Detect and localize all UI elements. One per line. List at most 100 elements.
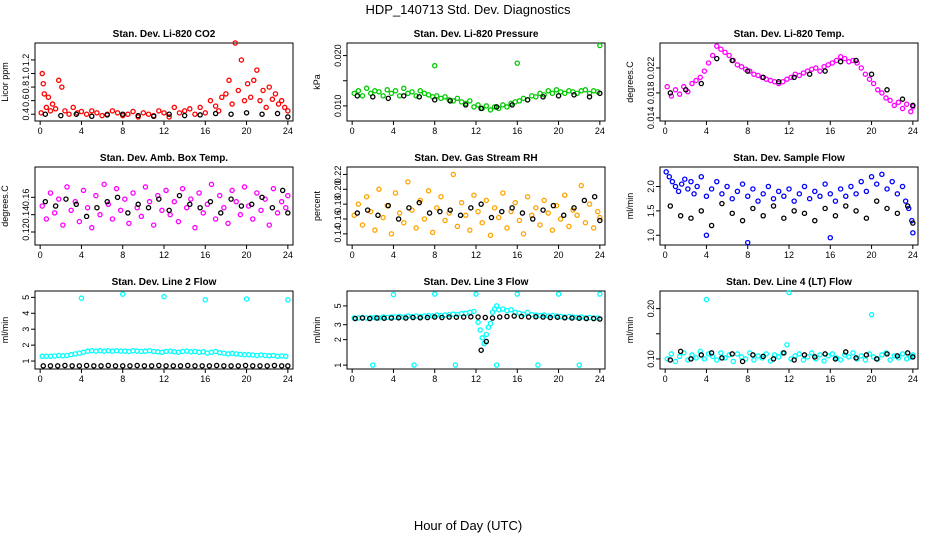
x-tick-label: 0 [38,126,43,136]
data-point [832,198,839,204]
data-point [664,83,670,90]
data-point [274,110,281,117]
data-point [883,350,889,356]
data-point [354,210,361,216]
data-point [254,190,260,196]
series-1 [664,43,916,115]
data-point [238,57,245,63]
data-point [739,358,746,365]
data-point [70,104,76,111]
data-point [80,187,87,194]
data-point [829,351,836,357]
data-point [130,108,136,115]
data-point [672,87,679,93]
panel-title: Stan. Dev. Sample Flow [733,153,845,164]
y-tick-label: 4 [21,311,31,316]
series-1 [38,40,291,120]
y-tick-label: 0.12 [21,223,31,241]
data-point [221,363,227,369]
x-tick-label: 4 [391,126,396,136]
y-tick-label: 0.20 [646,300,656,318]
data-point [667,203,674,209]
data-point [853,208,859,214]
data-point [812,217,818,224]
y-axis-label: degrees.C [625,61,635,103]
data-point [270,185,277,192]
data-point [884,205,890,212]
data-point [232,40,238,46]
y-tick-label: 0.20 [333,181,343,199]
data-point [866,351,873,357]
data-point [709,52,716,59]
data-point [359,222,366,228]
data-point [518,313,525,320]
data-point [682,176,688,182]
data-point [504,313,510,320]
data-point [258,207,264,214]
data-point [509,205,515,211]
data-point [801,183,808,190]
data-point [187,106,193,112]
data-point [726,352,732,358]
data-point [91,363,97,369]
x-tick-label: 12 [159,126,169,136]
data-point [858,178,864,185]
x-tick-label: 24 [595,374,605,384]
data-point [903,356,910,362]
data-point [482,314,489,321]
data-point [889,178,895,185]
data-point [571,92,577,98]
data-point [765,183,772,190]
data-point [370,362,376,368]
data-point [806,195,813,202]
data-point [829,60,836,66]
data-point [264,363,270,369]
data-point [39,70,45,77]
data-point [119,291,126,297]
data-point [229,101,235,107]
data-point [750,186,756,192]
data-point [562,192,568,198]
data-point [729,210,735,217]
data-point [142,184,149,190]
data-point [899,105,906,112]
data-point [739,217,746,224]
x-tick-label: 8 [745,126,750,136]
x-tick-label: 8 [120,250,125,260]
data-point [703,193,710,199]
data-point [259,111,265,117]
x-tick-label: 12 [471,126,481,136]
data-point [533,205,539,211]
x-tick-label: 20 [242,374,252,384]
data-point [62,362,68,369]
data-point [475,314,481,320]
data-point [60,222,66,228]
x-tick-label: 24 [595,250,605,260]
y-tick-label: 2 [21,343,31,348]
data-point [894,353,901,359]
data-point [431,97,438,103]
data-point [910,102,916,109]
data-point [426,210,433,216]
data-point [554,314,561,320]
data-point [99,112,105,119]
data-point [363,193,370,200]
data-point [76,363,83,369]
data-point [571,205,577,211]
data-point [863,352,870,358]
series-2 [667,55,916,109]
data-point [285,108,291,114]
data-point [238,203,245,209]
data-point [853,355,859,361]
data-point [156,362,162,369]
y-tick-label: 0.14 [333,225,343,243]
data-point [98,363,104,369]
x-tick-label: 24 [908,250,918,260]
data-point [821,358,827,364]
x-tick-label: 24 [283,126,293,136]
x-tick-label: 0 [350,126,355,136]
data-point [537,222,543,228]
data-point [817,193,823,199]
data-point [822,205,828,212]
data-point [218,210,224,216]
